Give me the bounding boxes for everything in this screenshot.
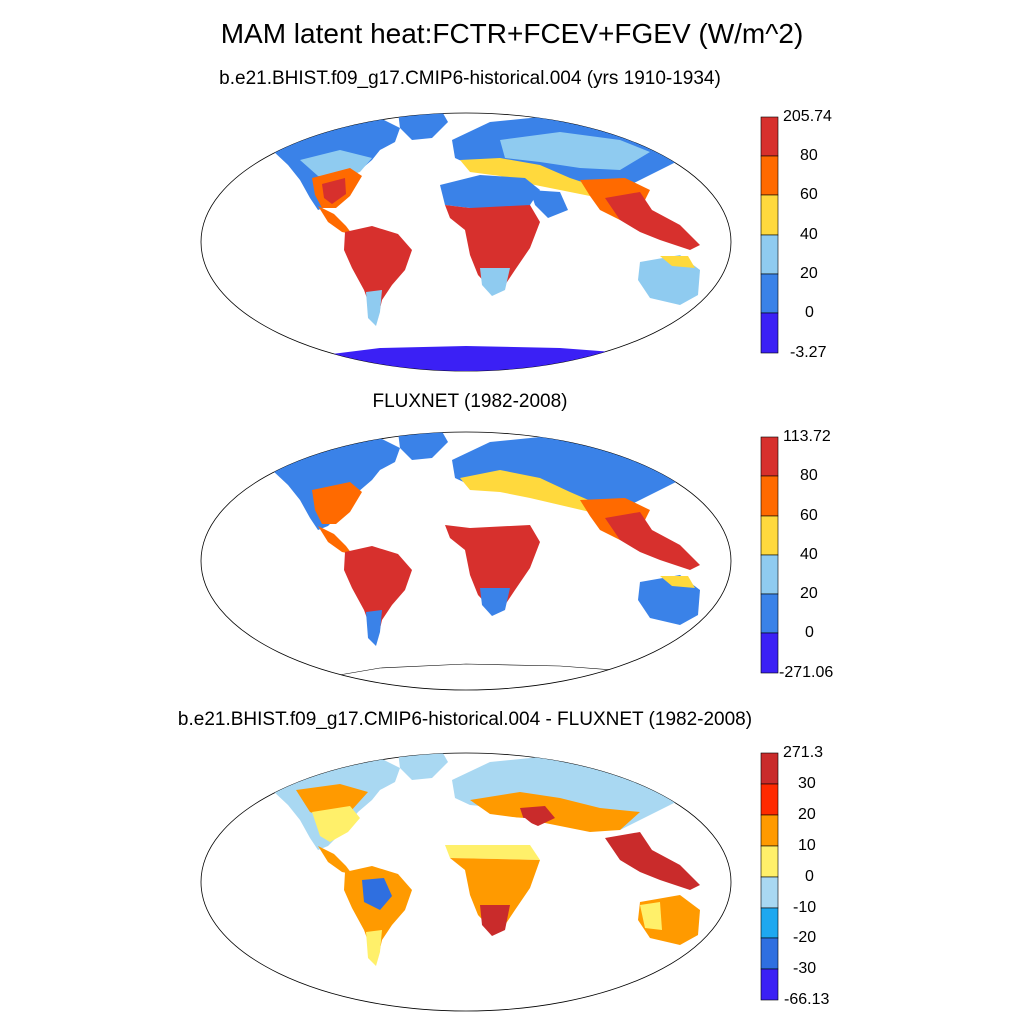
colorbar-bin (760, 876, 779, 909)
map-panel-model (200, 112, 779, 372)
se-asia (605, 192, 700, 250)
africa-central (445, 205, 540, 290)
colorbar-bin (760, 814, 779, 847)
colorbar-model (760, 116, 779, 354)
colorbar-label: 0 (805, 868, 814, 885)
colorbar-label: 60 (800, 186, 818, 203)
sahara-missing (440, 495, 540, 530)
colorbar-bin (760, 593, 779, 634)
colorbar-bin (760, 845, 779, 878)
sahara (440, 815, 540, 850)
colorbar-label: -30 (793, 960, 817, 977)
africa-south (480, 268, 510, 296)
colorbar-diff (760, 752, 779, 1001)
australia (638, 255, 700, 305)
colorbar-label: 60 (800, 507, 818, 524)
map-panel-obs (200, 431, 779, 691)
australia (638, 575, 700, 625)
colorbar-label: 80 (800, 467, 818, 484)
eurasia-light (500, 132, 650, 170)
map-panel-diff (200, 752, 779, 1012)
panel-title-obs: FLUXNET (1982-2008) (372, 391, 568, 412)
colorbar-label: 0 (805, 624, 814, 641)
colorbar-label: -66.13 (784, 991, 830, 1008)
na-southeast (312, 482, 362, 524)
colorbar-bin (760, 907, 779, 939)
australia-west (640, 902, 662, 930)
africa-central (445, 525, 540, 610)
africa-central (450, 858, 540, 930)
greenland (398, 753, 448, 780)
colorbar-label: 80 (800, 147, 818, 164)
colorbar-bin (760, 752, 779, 785)
colorbar-label: 0 (805, 304, 814, 321)
sa-south (366, 290, 382, 326)
colorbar-bin (760, 632, 779, 674)
africa-north (440, 175, 540, 210)
colorbar-bin (760, 937, 779, 970)
australia-north (660, 256, 695, 268)
colorbar-label: -271.06 (779, 664, 834, 681)
central-america (318, 846, 352, 874)
central-america (318, 526, 352, 554)
sa-south (366, 610, 382, 646)
colorbar-label: 20 (800, 265, 818, 282)
colorbar-label: 30 (798, 775, 816, 792)
colorbar-label: -20 (793, 929, 817, 946)
central-america (318, 206, 352, 234)
arabia (530, 190, 568, 218)
se-asia (605, 832, 700, 890)
colorbar-bin (760, 155, 779, 196)
colorbar-bin (760, 234, 779, 275)
colorbar-label: 271.3 (783, 744, 824, 761)
colorbar-obs (760, 436, 779, 674)
colorbar-bin (760, 475, 779, 517)
colorbar-bin (760, 968, 779, 1001)
colorbar-label: 40 (800, 546, 818, 563)
colorbar-label: 205.74 (783, 108, 832, 125)
sa-south (366, 930, 382, 966)
mideast-band (460, 470, 600, 512)
eurasia-warm (470, 792, 640, 832)
na-southeast-core (322, 178, 346, 204)
colorbar-bin (760, 436, 779, 477)
figure-title: MAM latent heat:FCTR+FCEV+FGEV (W/m^2) (220, 18, 804, 49)
colorbar-bin (760, 116, 779, 157)
south-america (344, 226, 412, 318)
colorbar-label: -10 (793, 899, 817, 916)
colorbar-bin (760, 312, 779, 354)
panel-title-model: b.e21.BHIST.f09_g17.CMIP6-historical.004… (219, 68, 721, 89)
greenland (398, 432, 448, 460)
colorbar-label: -3.27 (790, 344, 827, 361)
africa-south (480, 905, 510, 936)
colorbar-bin (760, 515, 779, 556)
panel-title-diff: b.e21.BHIST.f09_g17.CMIP6-historical.004… (177, 709, 753, 730)
colorbar-label: 113.72 (783, 428, 831, 445)
colorbar-label: 20 (800, 585, 818, 602)
colorbar-bin (760, 194, 779, 236)
south-america (344, 866, 412, 958)
colorbar-bin (760, 273, 779, 314)
south-america (344, 546, 412, 638)
africa-south (480, 588, 510, 616)
na-south (312, 806, 360, 842)
colorbar-label: 20 (798, 806, 816, 823)
se-asia (605, 512, 700, 570)
mideast-band (460, 158, 600, 196)
australia-north (660, 576, 695, 588)
sa-blue-patch (362, 878, 392, 910)
greenland (398, 113, 448, 140)
africa-band (445, 845, 540, 860)
colorbar-bin (760, 554, 779, 595)
colorbar-label: 40 (800, 226, 818, 243)
colorbar-label: 10 (798, 837, 816, 854)
colorbar-bin (760, 783, 779, 816)
